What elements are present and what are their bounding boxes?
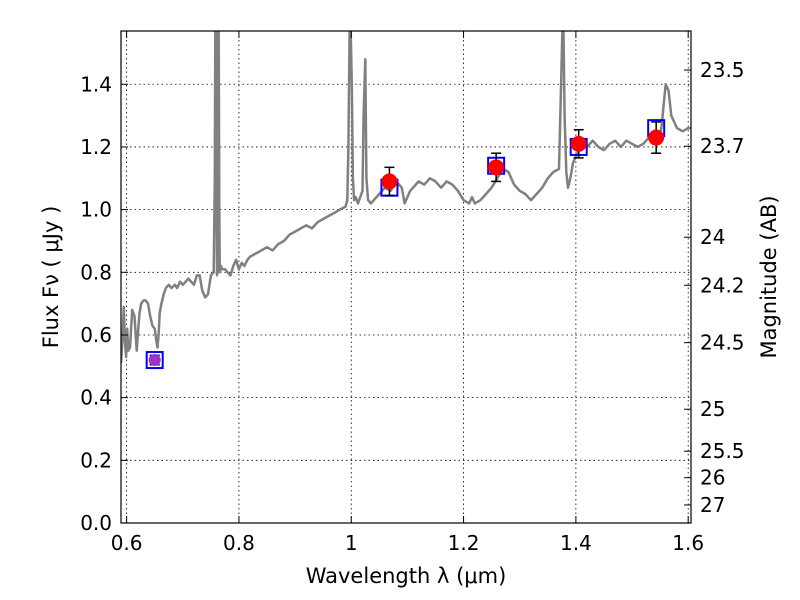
y2-tick-label: 24.5 <box>700 331 745 355</box>
y-tick-label: 0.6 <box>80 323 112 347</box>
observed-point <box>488 159 505 176</box>
y-tick-label: 0.4 <box>80 386 112 410</box>
x-axis-ticks: 0.6 0.8 1 1.2 1.4 1.6 <box>111 31 704 555</box>
y-tick-label: 1.4 <box>80 72 112 96</box>
y2-tick-label: 26 <box>700 466 725 490</box>
x-tick-label: 1.4 <box>560 531 592 555</box>
model-point <box>145 351 164 370</box>
observed-point <box>148 354 161 367</box>
plot-frame <box>120 30 692 524</box>
x-tick-label: 1.2 <box>448 531 480 555</box>
observed-point <box>570 135 587 152</box>
spectrum-line <box>121 31 691 364</box>
y2-tick-label: 27 <box>700 493 725 517</box>
y-tick-label: 0.8 <box>80 260 112 284</box>
y-axis-label: Flux Fν ( μJy ) <box>39 206 63 349</box>
x-axis-label: Wavelength λ (μm) <box>306 564 507 588</box>
error-bars <box>149 121 662 366</box>
y-tick-label: 1.2 <box>80 135 112 159</box>
y2-tick-label: 24.2 <box>700 273 745 297</box>
x-tick-label: 1.6 <box>672 531 704 555</box>
observed-point <box>381 173 398 190</box>
y2-tick-label: 23.5 <box>700 58 745 82</box>
observed-point <box>648 129 665 146</box>
y2-axis-label: Magnitude (AB) <box>757 195 781 358</box>
grid-lines <box>121 31 691 524</box>
y-tick-label: 1.0 <box>80 198 112 222</box>
y2-tick-label: 25.5 <box>700 439 745 463</box>
plot-area <box>121 31 691 364</box>
y2-tick-label: 24 <box>700 225 725 249</box>
x-tick-label: 0.6 <box>111 531 143 555</box>
y-axis-ticks: 0.0 0.2 0.4 0.6 0.8 1.0 1.2 1.4 <box>80 72 128 535</box>
model-points <box>145 119 666 370</box>
y2-tick-label: 25 <box>700 397 725 421</box>
y2-axis-ticks: 23.5 23.7 24 24.2 24.5 25 25.5 26 27 <box>684 58 745 517</box>
observed-points <box>148 129 665 367</box>
x-tick-label: 0.8 <box>223 531 255 555</box>
x-tick-label: 1 <box>345 531 358 555</box>
y2-tick-label: 23.7 <box>700 134 745 158</box>
y-tick-label: 0.2 <box>80 448 112 472</box>
y-tick-label: 0.0 <box>80 511 112 535</box>
